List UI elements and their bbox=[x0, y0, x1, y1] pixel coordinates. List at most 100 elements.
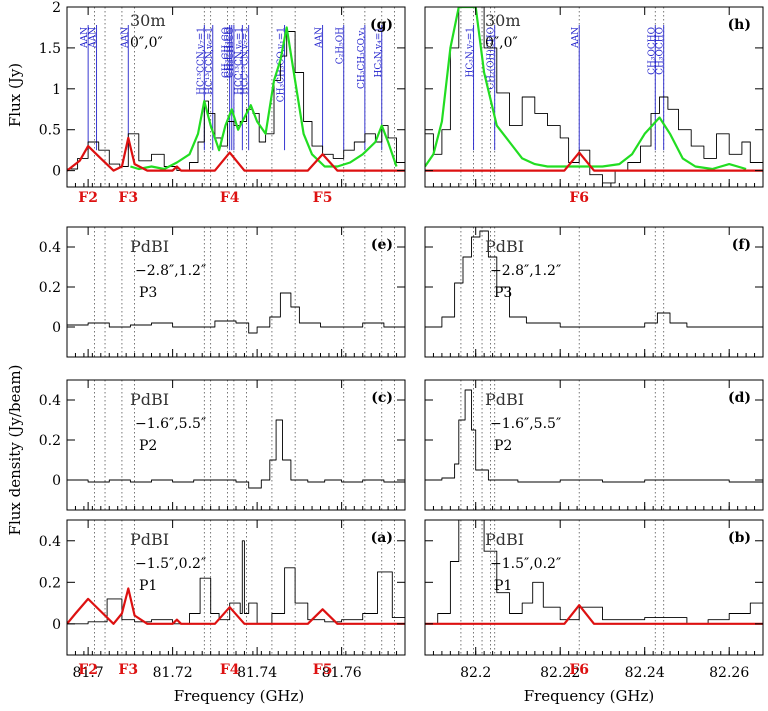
series-observed bbox=[425, 7, 763, 184]
feature-label: F3 bbox=[118, 662, 138, 678]
series-observed bbox=[67, 540, 405, 625]
species-label: CH₂(OH)CHO bbox=[486, 27, 497, 90]
species-label: AAN bbox=[89, 27, 99, 49]
x-tick-label: 81.74 bbox=[237, 665, 277, 681]
x-tick-label: 82.24 bbox=[625, 665, 665, 681]
offset-label: −1.6″,5.5″ bbox=[490, 416, 561, 432]
species-label: C₂H₅OH bbox=[336, 27, 346, 64]
species-label: AAN bbox=[571, 27, 581, 49]
panel-e: 0 0.2 0.4 (e) PdBI −2.8″,1.2″ P3 bbox=[39, 226, 406, 358]
panel-letter: (f) bbox=[732, 237, 751, 253]
position-label: P3 bbox=[494, 285, 512, 301]
axes-frame bbox=[66, 519, 406, 656]
series-model-red bbox=[67, 136, 405, 172]
instrument-label: PdBI bbox=[485, 530, 524, 549]
y-tick-label: 0 bbox=[52, 617, 61, 633]
species-label: AAN bbox=[80, 27, 90, 49]
offset-label: −1.6″,5.5″ bbox=[135, 416, 206, 432]
series-model-red bbox=[67, 587, 405, 625]
offset-label: −1.5″,0.2″ bbox=[490, 556, 561, 572]
feature-label: F6 bbox=[569, 190, 589, 206]
y-tick-label: 0.4 bbox=[39, 240, 61, 256]
offset-label: −2.8″,1.2″ bbox=[135, 263, 206, 279]
instrument-label: PdBI bbox=[130, 530, 169, 549]
panel-d: (d) PdBI −1.6″,5.5″ P2 bbox=[424, 379, 764, 511]
species-label: HC₃N,v₄=1 bbox=[374, 27, 384, 77]
position-label: P1 bbox=[139, 578, 157, 594]
species-label: HC¹³CCN,v₆=1 bbox=[205, 27, 215, 95]
species-label: CH₃CH₃CO bbox=[224, 27, 234, 78]
y-tick-label: 0 bbox=[52, 320, 61, 336]
species-label: HCC¹³CN,v₇=1 bbox=[241, 27, 251, 95]
instrument-label: 30m bbox=[130, 11, 166, 30]
panel-f: (f) PdBI −2.8″,1.2″ P3 bbox=[424, 226, 764, 358]
species-label: AAN bbox=[120, 27, 130, 49]
series-observed bbox=[425, 389, 763, 483]
species-label: HC¹³CCN,v₇=1 bbox=[196, 27, 206, 95]
series-model-green bbox=[130, 26, 398, 171]
position-label: P2 bbox=[139, 438, 157, 454]
feature-label: F3 bbox=[118, 190, 138, 206]
series-model-red bbox=[425, 151, 763, 172]
series-observed bbox=[425, 520, 763, 625]
species-label: CH₃CH₃CO bbox=[222, 27, 232, 78]
series-model-red bbox=[425, 604, 763, 625]
x-tick-label: 82.2 bbox=[460, 665, 491, 681]
offset-label: −1.5″,0.2″ bbox=[135, 556, 206, 572]
x-tick-label: 82.22 bbox=[540, 665, 580, 681]
species-label: HC₃N,v₇=1 bbox=[466, 27, 476, 77]
axes-frame bbox=[424, 519, 764, 656]
instrument-label: PdBI bbox=[130, 237, 169, 256]
y-tick-label: 0.2 bbox=[39, 575, 61, 591]
axes-frame bbox=[424, 6, 764, 188]
panel-letter: (b) bbox=[728, 530, 751, 546]
x-tick-label: 81.72 bbox=[153, 665, 193, 681]
axes-frame bbox=[66, 379, 406, 511]
series-observed bbox=[67, 419, 405, 489]
feature-label: F2 bbox=[78, 190, 98, 206]
species-label: CH₃OCHO bbox=[656, 27, 666, 75]
x-tick-label: 81.7 bbox=[73, 665, 104, 681]
y-tick-label: 1 bbox=[52, 82, 61, 98]
panel-letter: (g) bbox=[370, 17, 393, 33]
instrument-label: PdBI bbox=[485, 237, 524, 256]
panel-a: 0 0.2 0.4 81.7 81.72 81.74 81.76 (a) PdBI −1.5″,0… bbox=[39, 519, 406, 681]
species-label: AAN bbox=[315, 27, 325, 49]
y-tick-label: 0.5 bbox=[39, 123, 61, 139]
feature-label: F2 bbox=[78, 662, 98, 678]
feature-label: F5 bbox=[313, 190, 333, 206]
feature-label: F5 bbox=[313, 662, 333, 678]
species-label: CH₃CH₃CO,v₁ bbox=[357, 27, 367, 89]
y-tick-label: 0.2 bbox=[39, 280, 61, 296]
y-tick-label: 0 bbox=[52, 473, 61, 489]
position-label: P1 bbox=[494, 578, 512, 594]
x-axis-label-right: Frequency (GHz) bbox=[524, 687, 655, 705]
y-axis-label-top: Flux (Jy) bbox=[6, 63, 24, 127]
species-label: CH₃OCHO bbox=[647, 27, 657, 75]
series-observed bbox=[425, 230, 763, 328]
panel-letter: (h) bbox=[728, 17, 751, 33]
species-label: CH₃CH₃CO bbox=[226, 27, 236, 78]
y-axis-label-bottom: Flux density (Jy/beam) bbox=[6, 365, 24, 536]
offset-label: 0″,0″ bbox=[130, 35, 163, 51]
y-tick-label: 1.5 bbox=[39, 41, 61, 57]
axes-frame bbox=[424, 226, 764, 358]
instrument-label: PdBI bbox=[485, 390, 524, 409]
instrument-label: PdBI bbox=[130, 390, 169, 409]
feature-label: F4 bbox=[220, 190, 240, 206]
axes-frame bbox=[66, 226, 406, 358]
x-tick-label: 82.26 bbox=[709, 665, 749, 681]
panel-c: 0 0.2 0.4 (c) PdBI −1.6″,5.5″ P2 bbox=[39, 379, 406, 511]
panel-letter: (e) bbox=[371, 237, 393, 253]
y-tick-label: 0.2 bbox=[39, 433, 61, 449]
offset-label: −2.8″,1.2″ bbox=[490, 263, 561, 279]
y-tick-label: 0.4 bbox=[39, 393, 61, 409]
species-label: CH₃CH₃CO,v₁=1 bbox=[277, 27, 287, 102]
instrument-label: 30m bbox=[485, 11, 521, 30]
species-label: HCC¹³CN,v₆=1 bbox=[234, 27, 244, 95]
series-model-green bbox=[425, 7, 747, 171]
